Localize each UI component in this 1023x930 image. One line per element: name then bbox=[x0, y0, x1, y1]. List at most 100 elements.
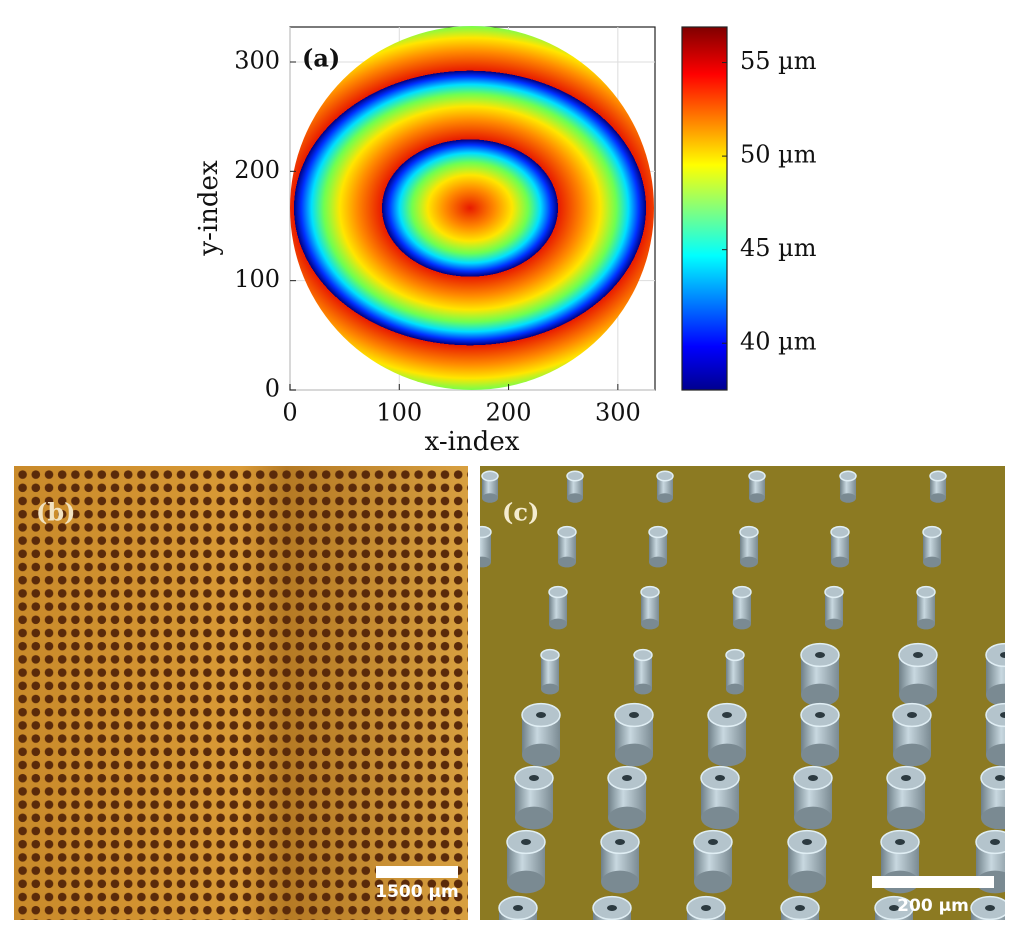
pillar bbox=[893, 743, 931, 767]
pillar bbox=[815, 652, 825, 658]
colorbar-tick-label: 55 µm bbox=[740, 47, 817, 75]
pillar bbox=[641, 618, 659, 630]
colorbar-tick-label: 40 µm bbox=[740, 328, 817, 356]
heatmap-image bbox=[290, 26, 654, 390]
pillar bbox=[802, 839, 812, 845]
y-axis-label: y-index bbox=[194, 160, 224, 257]
pillar bbox=[980, 765, 1005, 791]
pillar bbox=[923, 532, 941, 562]
pillar bbox=[985, 702, 1005, 728]
pillar bbox=[748, 470, 766, 482]
pillar bbox=[615, 743, 653, 767]
pillar bbox=[801, 683, 839, 707]
pillar bbox=[540, 648, 560, 662]
x-tick-label: 300 bbox=[595, 399, 641, 427]
pillar bbox=[889, 905, 899, 911]
pillar bbox=[601, 870, 639, 894]
pillar bbox=[536, 712, 546, 718]
pillar bbox=[733, 592, 751, 624]
pillar bbox=[990, 839, 1000, 845]
pillar bbox=[929, 470, 947, 482]
panel-label: (a) bbox=[302, 44, 340, 73]
pillar bbox=[480, 556, 491, 568]
x-axis-label: x-index bbox=[425, 427, 520, 457]
pillar bbox=[548, 585, 568, 599]
pillar bbox=[930, 493, 946, 503]
pillar bbox=[795, 905, 805, 911]
pillar bbox=[480, 525, 492, 539]
pillar bbox=[507, 870, 545, 894]
pillar bbox=[634, 655, 652, 689]
pillar bbox=[788, 870, 826, 894]
pillar bbox=[701, 806, 739, 830]
x-tick-label: 0 bbox=[282, 399, 297, 427]
pillar bbox=[732, 585, 752, 599]
pillar bbox=[566, 470, 584, 482]
pillar bbox=[648, 525, 668, 539]
pillar bbox=[895, 839, 905, 845]
y-tick-label: 0 bbox=[265, 375, 280, 403]
pillar bbox=[1000, 712, 1005, 718]
pillar bbox=[1000, 652, 1005, 658]
pillar bbox=[615, 839, 625, 845]
pillar bbox=[640, 585, 660, 599]
pillar bbox=[482, 476, 498, 498]
pillar bbox=[981, 806, 1005, 830]
pillar bbox=[482, 493, 498, 503]
scale-bar-label: 200 µm bbox=[897, 896, 969, 916]
panel-label: (c) bbox=[502, 498, 539, 527]
colorbar-tick-label: 45 µm bbox=[740, 234, 817, 262]
pillar bbox=[740, 556, 758, 568]
pillar bbox=[824, 585, 844, 599]
pillar bbox=[808, 775, 818, 781]
colorbar-tick-label: 50 µm bbox=[740, 141, 817, 169]
pillar bbox=[916, 585, 936, 599]
pillar bbox=[830, 525, 850, 539]
pillar bbox=[986, 683, 1005, 707]
pillar bbox=[740, 532, 758, 562]
pillar bbox=[722, 712, 732, 718]
pillar bbox=[923, 556, 941, 568]
panel-label: (b) bbox=[36, 498, 76, 527]
pillar bbox=[986, 743, 1005, 767]
pillar bbox=[887, 806, 925, 830]
y-tick-label: 200 bbox=[234, 156, 280, 184]
pillar bbox=[513, 905, 523, 911]
pillar bbox=[567, 476, 583, 498]
pillar bbox=[726, 655, 744, 689]
pillar bbox=[749, 476, 765, 498]
pillar bbox=[739, 525, 759, 539]
pillar bbox=[749, 493, 765, 503]
scale-bar-label: 1500 µm bbox=[375, 882, 458, 902]
pillar bbox=[840, 493, 856, 503]
pillar bbox=[657, 476, 673, 498]
pillar bbox=[715, 775, 725, 781]
pillar bbox=[549, 618, 567, 630]
pillar bbox=[831, 556, 849, 568]
pillar bbox=[901, 775, 911, 781]
colorbar bbox=[681, 26, 728, 391]
pillar bbox=[840, 476, 856, 498]
y-tick-label: 300 bbox=[234, 46, 280, 74]
pillar bbox=[708, 743, 746, 767]
pillar bbox=[985, 642, 1005, 668]
pillar bbox=[708, 839, 718, 845]
pillar bbox=[558, 532, 576, 562]
pillar bbox=[825, 618, 843, 630]
photo-b bbox=[14, 466, 468, 920]
scale-bar bbox=[376, 866, 458, 878]
pillar bbox=[649, 532, 667, 562]
pillar bbox=[694, 870, 732, 894]
pillar bbox=[726, 683, 744, 695]
pillar bbox=[733, 618, 751, 630]
pillar bbox=[629, 712, 639, 718]
x-tick-label: 100 bbox=[376, 399, 422, 427]
pillar bbox=[480, 532, 491, 562]
pillar bbox=[567, 493, 583, 503]
pillar bbox=[831, 532, 849, 562]
scale-bar bbox=[872, 876, 994, 888]
pillar bbox=[922, 525, 942, 539]
pillar bbox=[801, 743, 839, 767]
pillar bbox=[913, 652, 923, 658]
